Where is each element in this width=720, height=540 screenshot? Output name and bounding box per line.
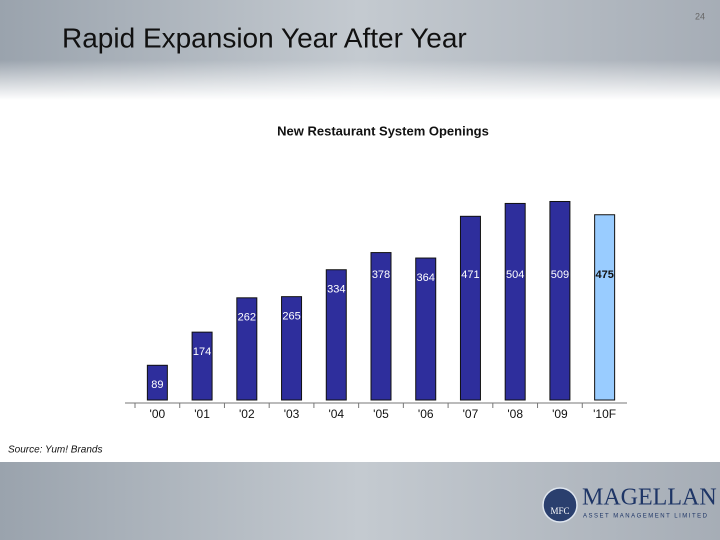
- logo-emblem: [542, 487, 578, 523]
- x-tick-label: '02: [239, 407, 255, 421]
- value-label: 265: [282, 311, 300, 323]
- value-label: 504: [506, 269, 524, 281]
- value-label: 509: [551, 269, 569, 281]
- source-note: Source: Yum! Brands: [8, 445, 103, 456]
- x-tick-label: '08: [507, 407, 523, 421]
- bar: [236, 297, 258, 401]
- value-label: 471: [461, 269, 479, 281]
- slide-title: Rapid Expansion Year After Year: [62, 22, 467, 53]
- value-label: 262: [238, 312, 256, 324]
- x-tick-label: '09: [552, 407, 568, 421]
- x-tick-label: '01: [194, 407, 210, 421]
- page-number: 24: [695, 11, 705, 21]
- x-tick-label: '05: [373, 407, 389, 421]
- bar: [504, 202, 526, 401]
- bar: [191, 331, 213, 401]
- bar: [549, 200, 571, 401]
- value-label: 334: [327, 284, 345, 296]
- value-label: 364: [417, 272, 435, 284]
- x-tick-label: '06: [418, 407, 434, 421]
- bar: [415, 257, 437, 401]
- value-label: 89: [151, 379, 163, 391]
- x-tick-label: '00: [150, 407, 166, 421]
- bar: [594, 214, 616, 401]
- footer-band: [0, 462, 720, 540]
- bar: [459, 215, 481, 401]
- chart-title: New Restaurant System Openings: [277, 123, 489, 138]
- x-tick-label: '03: [284, 407, 300, 421]
- bar: [370, 252, 392, 401]
- logo-mark: MFC: [550, 506, 569, 516]
- value-label: 475: [595, 269, 613, 281]
- logo-name: MAGELLAN: [582, 485, 717, 511]
- x-tick-label: '07: [463, 407, 479, 421]
- x-tick-label: '10F: [593, 407, 616, 421]
- bar: [281, 296, 303, 401]
- value-label: 378: [372, 269, 390, 281]
- bar: [146, 364, 168, 401]
- header-fade: [0, 60, 720, 100]
- bar: [325, 269, 347, 401]
- x-tick-label: '04: [328, 407, 344, 421]
- logo-tagline: ASSET MANAGEMENT LIMITED: [583, 514, 708, 520]
- value-label: 174: [193, 346, 211, 358]
